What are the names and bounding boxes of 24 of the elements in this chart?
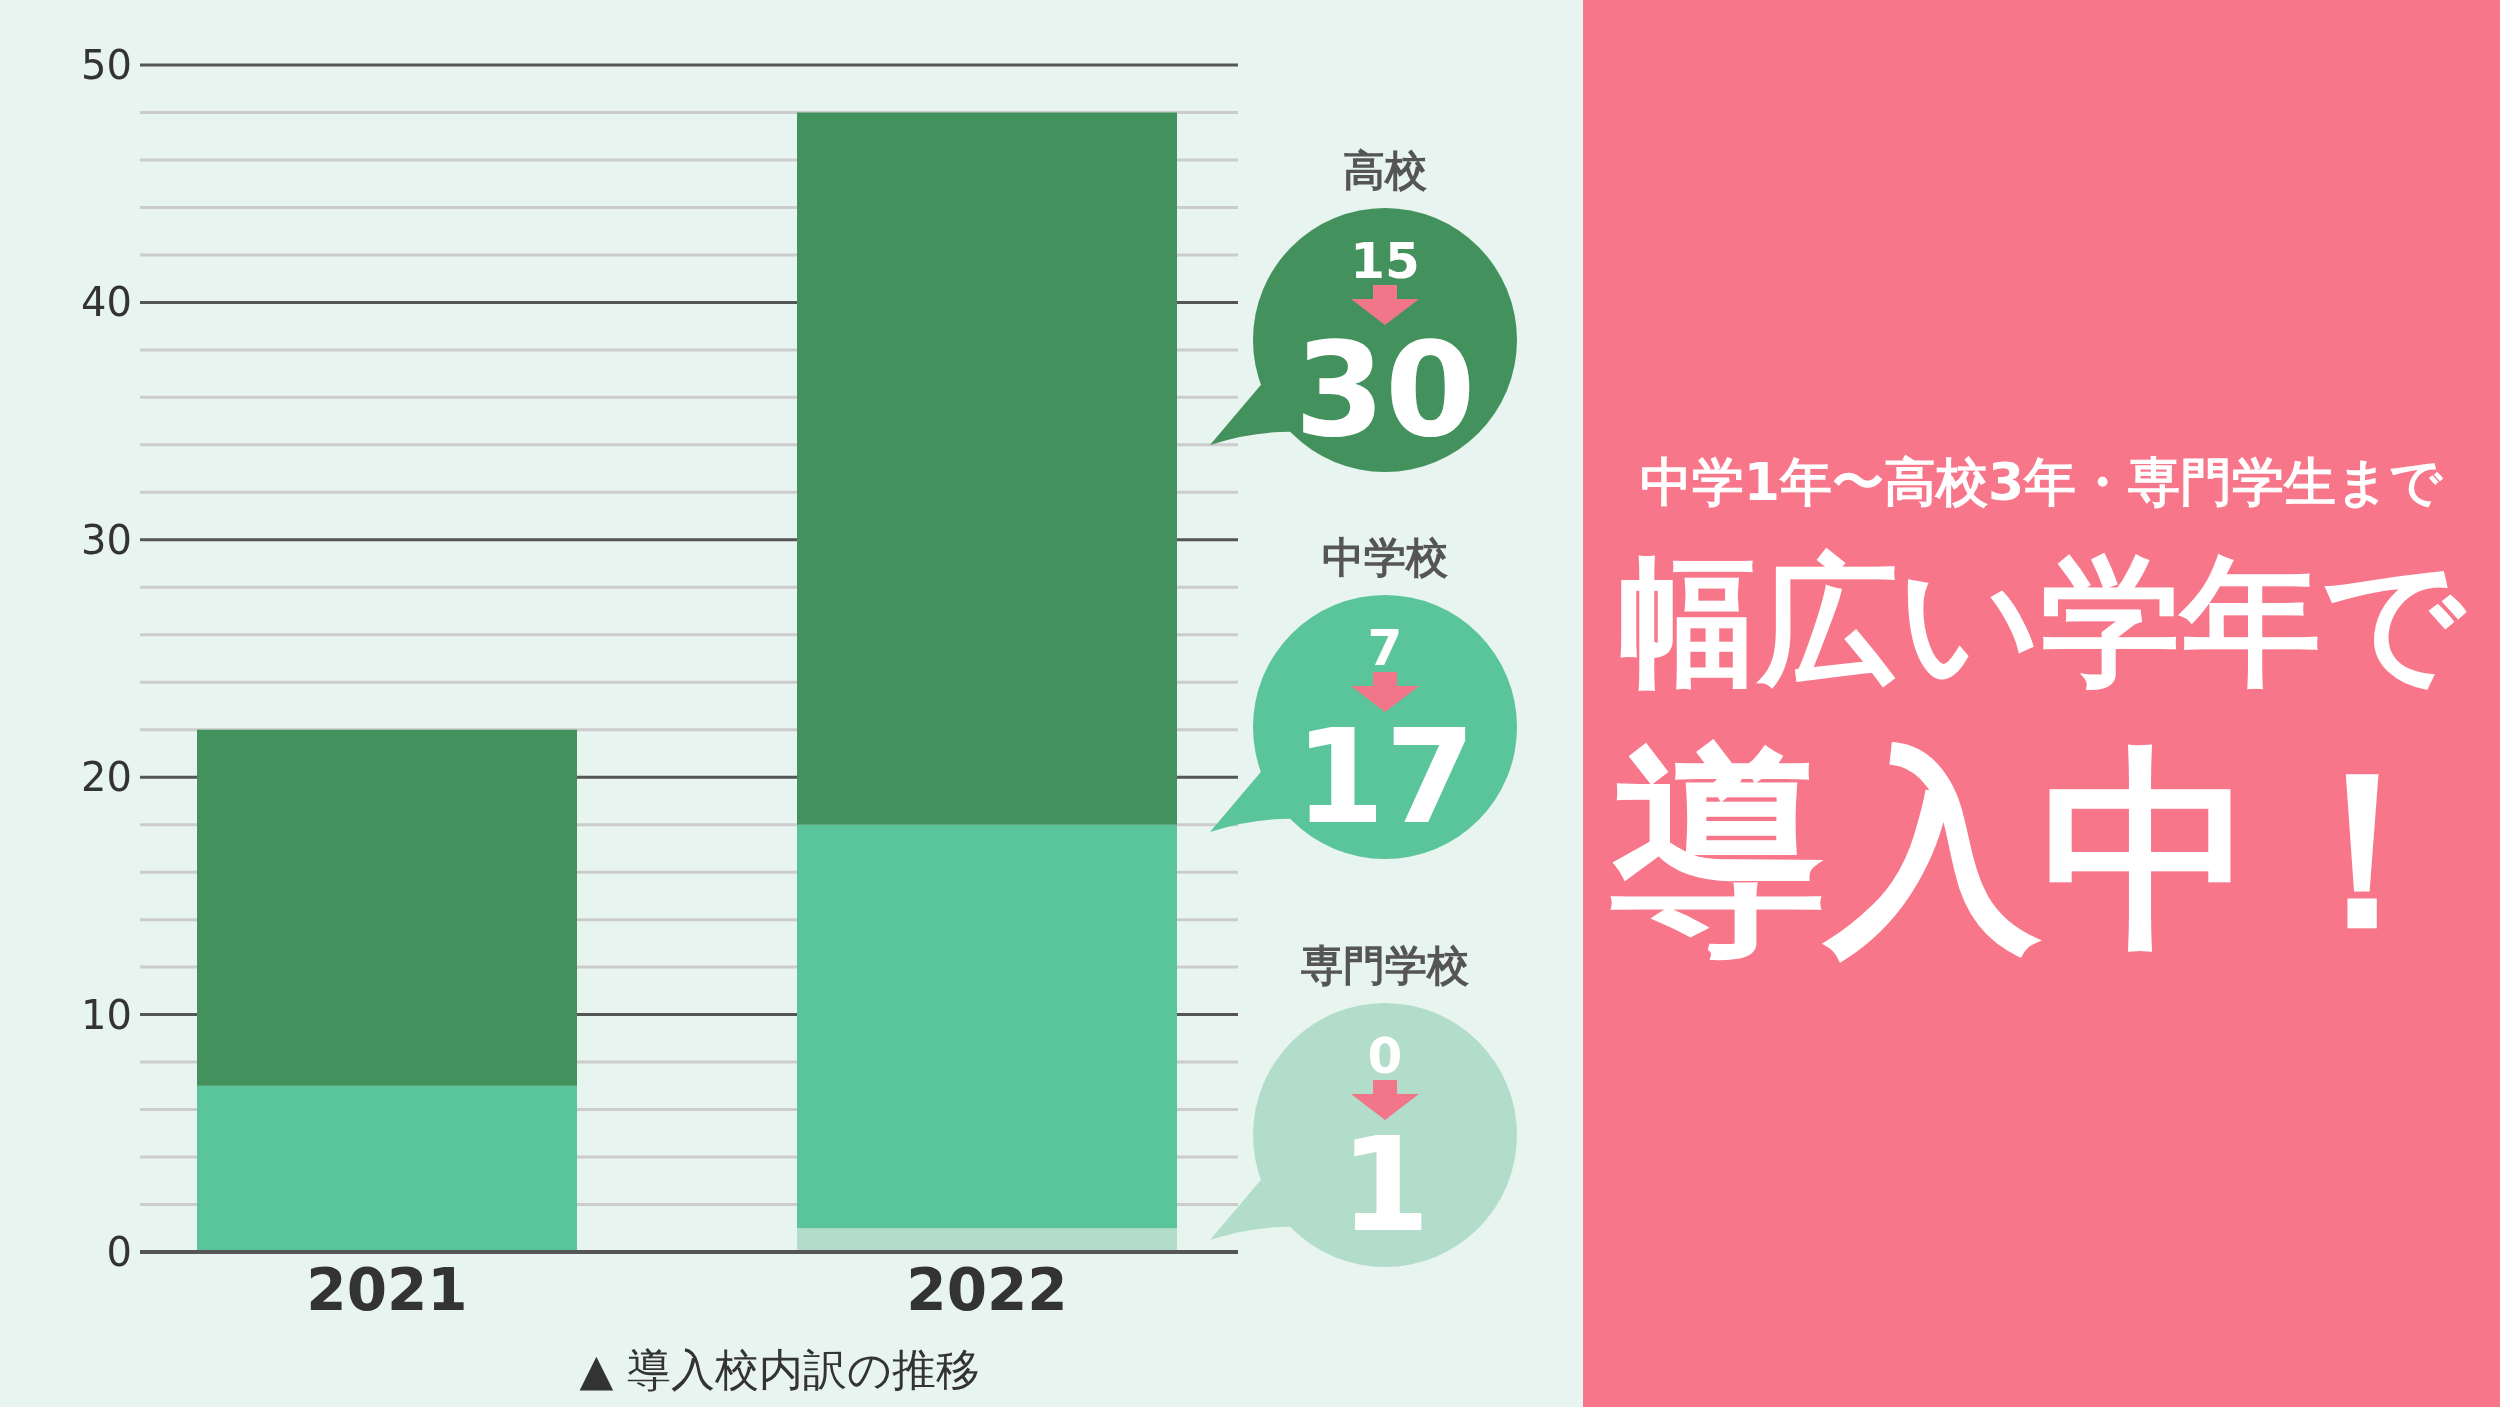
- y-tick-label: 40: [81, 279, 132, 326]
- text: 導入中！: [1610, 725, 2471, 976]
- y-tick-label: 30: [81, 516, 132, 563]
- text: 0: [1367, 1027, 1403, 1085]
- bar: [797, 824, 1177, 1229]
- x-axis-title: ▲ 導入校内訳の推移: [579, 1344, 981, 1395]
- y-tick-label: 50: [81, 42, 132, 88]
- text: 7: [1367, 619, 1403, 677]
- y-tick-label: 20: [81, 754, 132, 801]
- x-tick-label: 2021: [306, 1256, 468, 1324]
- x-tick-label: 2022: [906, 1256, 1068, 1324]
- text: 中学校: [1322, 533, 1449, 582]
- text: 中学1年〜高校3年・専門学生まで: [1639, 452, 2445, 512]
- text: 専門学校: [1301, 941, 1470, 990]
- y-tick-label: 10: [81, 991, 132, 1038]
- text: 高校: [1343, 146, 1428, 195]
- text: 幅広い学年で: [1618, 540, 2467, 703]
- y-tick-label: 0: [106, 1229, 132, 1275]
- text: 1: [1339, 1109, 1431, 1261]
- text: 15: [1350, 232, 1420, 290]
- text: 17: [1294, 701, 1476, 853]
- bar: [197, 729, 577, 1086]
- bar: [797, 112, 1177, 825]
- text: 30: [1294, 314, 1476, 466]
